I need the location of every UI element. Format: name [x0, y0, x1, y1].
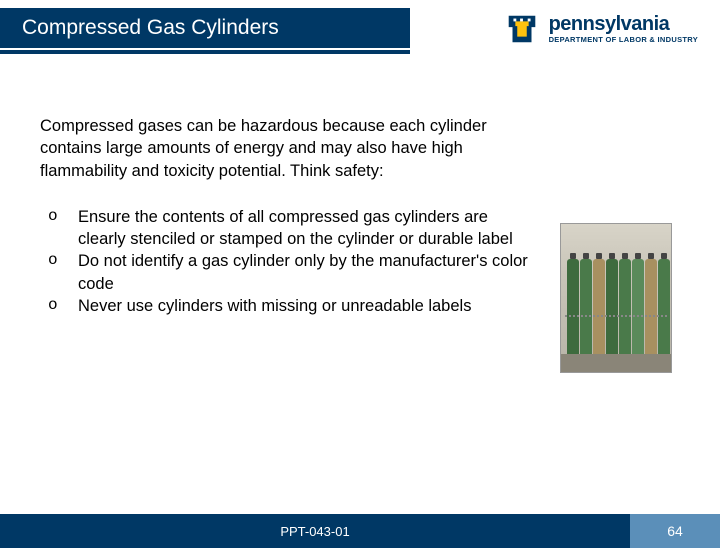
cylinder-icon [580, 259, 592, 354]
slide-title: Compressed Gas Cylinders [22, 16, 279, 40]
title-underline [0, 50, 410, 54]
cylinder-icon [606, 259, 618, 354]
list-item: Do not identify a gas cylinder only by t… [40, 250, 540, 295]
cylinder-icon [645, 259, 657, 354]
slide-content: Compressed gases can be hazardous becaus… [0, 60, 720, 373]
logo-main-text: pennsylvania [549, 14, 698, 34]
cylinder-icon [567, 259, 579, 354]
image-column [560, 115, 680, 373]
cylinder-icon [593, 259, 605, 354]
pennsylvania-logo: pennsylvania DEPARTMENT OF LABOR & INDUS… [503, 10, 698, 48]
title-bar: Compressed Gas Cylinders [0, 8, 410, 48]
cylinders-photo [560, 223, 672, 373]
chain-icon [565, 315, 667, 317]
slide-header: Compressed Gas Cylinders pennsylvania DE… [0, 8, 720, 60]
slide-footer: PPT-043-01 64 [0, 514, 720, 548]
list-item: Ensure the contents of all compressed ga… [40, 206, 540, 251]
footer-page-number: 64 [630, 514, 720, 548]
intro-paragraph: Compressed gases can be hazardous becaus… [40, 115, 540, 182]
text-column: Compressed gases can be hazardous becaus… [40, 115, 540, 373]
logo-sub-text: DEPARTMENT OF LABOR & INDUSTRY [549, 36, 698, 44]
footer-doc-id: PPT-043-01 [0, 514, 630, 548]
logo-text: pennsylvania DEPARTMENT OF LABOR & INDUS… [549, 14, 698, 44]
list-item: Never use cylinders with missing or unre… [40, 295, 540, 317]
cylinder-icon [658, 259, 670, 354]
cylinder-icon [619, 259, 631, 354]
keystone-icon [503, 10, 541, 48]
bullet-list: Ensure the contents of all compressed ga… [40, 206, 540, 317]
cylinder-icon [632, 259, 644, 354]
photo-ground [561, 354, 671, 372]
